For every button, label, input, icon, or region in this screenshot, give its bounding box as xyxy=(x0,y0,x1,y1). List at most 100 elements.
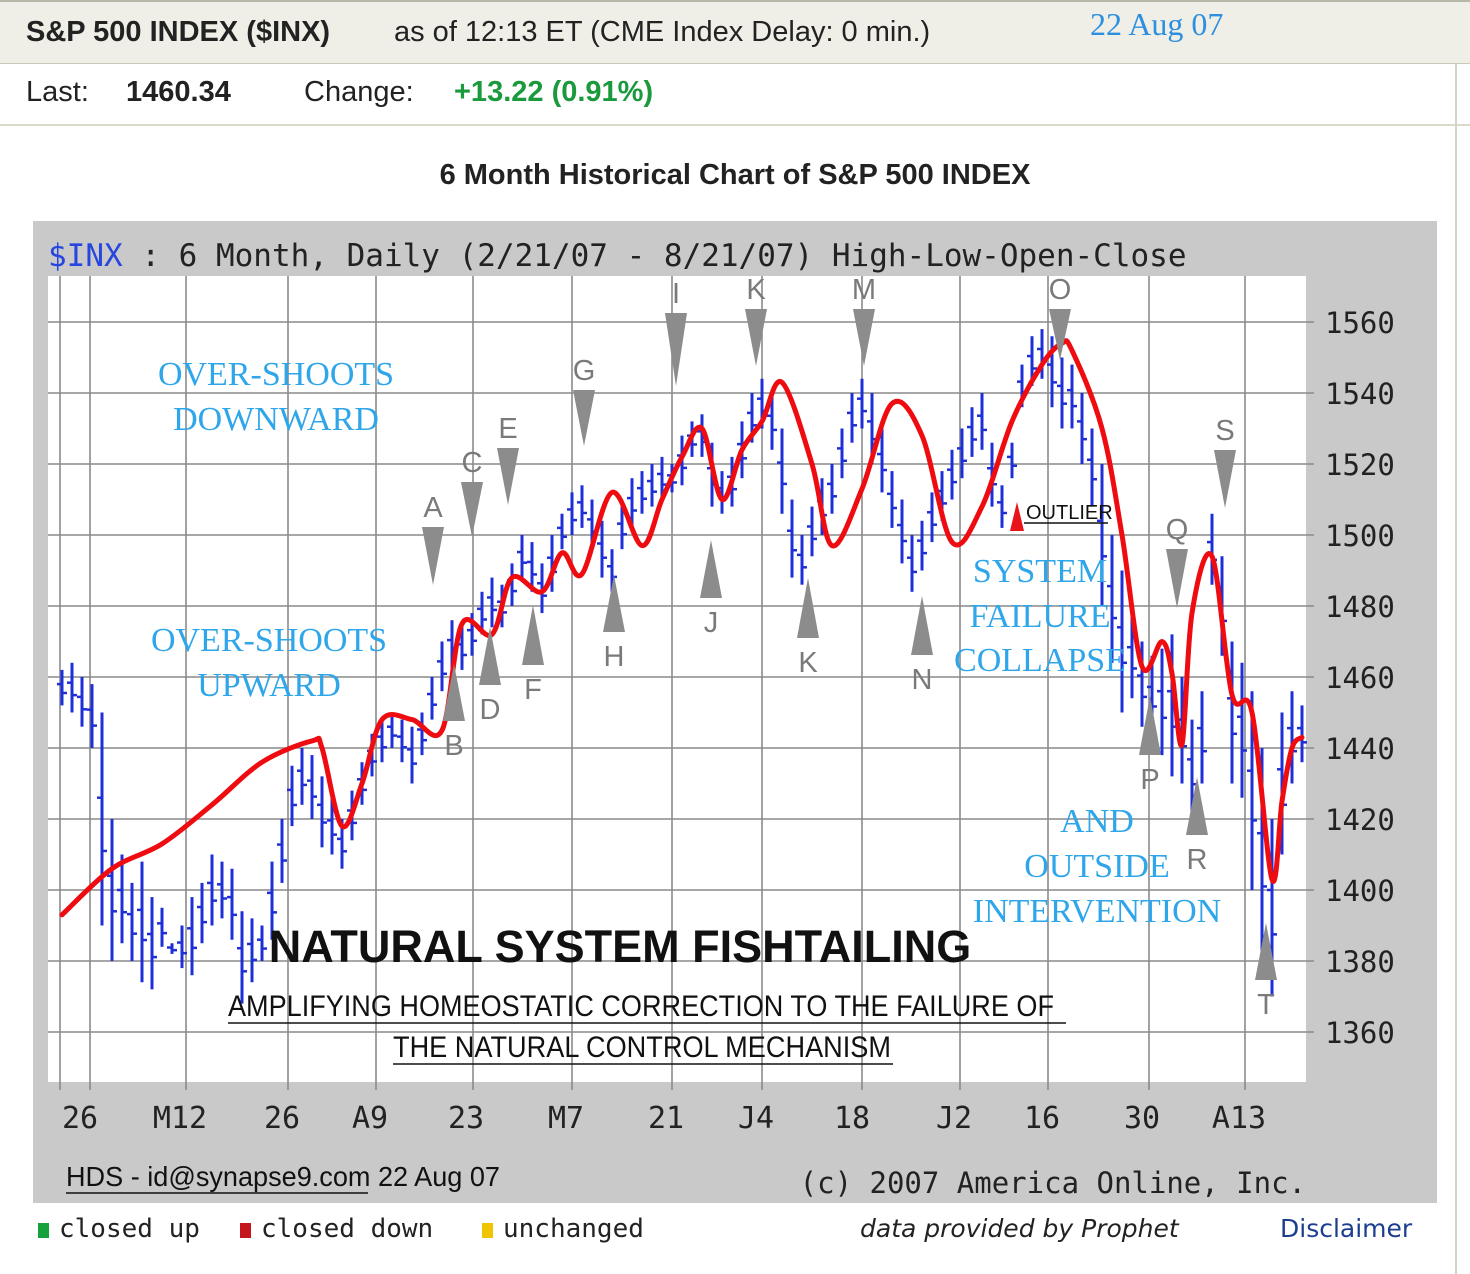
x-tick-label: 23 xyxy=(448,1101,484,1136)
y-tick-label: 1360 xyxy=(1325,1016,1395,1050)
y-tick-label: 1520 xyxy=(1325,448,1395,482)
x-tick-label: 26 xyxy=(264,1101,300,1136)
legend-closed-up-swatch xyxy=(38,1223,49,1238)
outlier-annotation: OUTLIER xyxy=(1010,502,1113,531)
marker-label: S xyxy=(1215,415,1234,447)
copyright: (c) 2007 America Online, Inc. xyxy=(800,1166,1306,1200)
data-provider: data provided by Prophet xyxy=(860,1214,1179,1243)
legend-closed-up-label: closed up xyxy=(59,1214,200,1244)
x-tick-labels: 26 M12 26 A9 23 M7 21 J4 18 J2 16 30 A13 xyxy=(62,1101,1266,1136)
headline: NATURAL SYSTEM FISHTAILING xyxy=(269,921,972,972)
change-value: +13.22 (0.91%) xyxy=(454,76,654,108)
marker-down-arrow xyxy=(853,309,875,366)
marker-up-arrow xyxy=(911,596,933,655)
collapse-line3: COLLAPSE xyxy=(954,642,1126,679)
subline-1: AMPLIFYING HOMEOSTATIC CORRECTION TO THE… xyxy=(228,990,1054,1023)
quote-bar: Last: 1460.34 Change: +13.22 (0.91%) xyxy=(0,64,1470,126)
outlier-marker xyxy=(1010,502,1024,531)
marker-up-arrow xyxy=(1255,923,1277,980)
price-chart: 6 Month Historical Chart of S&P 500 INDE… xyxy=(33,159,1437,1203)
overshoots-up-line2: UPWARD xyxy=(197,667,341,704)
last-label: Last: xyxy=(26,76,89,108)
marker-down-arrow xyxy=(573,390,595,446)
y-tick-label: 1480 xyxy=(1325,590,1395,624)
marker-down-arrow xyxy=(1049,309,1071,360)
chart-subtitle-desc: : 6 Month, Daily (2/21/07 - 8/21/07) Hig… xyxy=(123,238,1187,274)
chart-subtitle-ticker: $INX xyxy=(48,238,123,274)
marker-label: C xyxy=(462,447,483,479)
y-tick-label: 1440 xyxy=(1325,732,1395,766)
last-value: 1460.34 xyxy=(126,76,231,108)
overshoots-down-line2: DOWNWARD xyxy=(173,401,379,438)
collapse-line1: SYSTEM xyxy=(973,553,1107,590)
marker-label: Q xyxy=(1166,514,1189,546)
legend-unchanged-label: unchanged xyxy=(503,1214,644,1244)
right-divider xyxy=(1455,64,1457,1274)
chart-title: 6 Month Historical Chart of S&P 500 INDE… xyxy=(440,159,1032,191)
subline-2: THE NATURAL CONTROL MECHANISM xyxy=(393,1031,891,1064)
y-tick-label: 1380 xyxy=(1325,945,1395,979)
intervention-line2: OUTSIDE xyxy=(1024,848,1169,885)
marker-label: P xyxy=(1140,764,1159,796)
marker-up-arrow xyxy=(603,575,625,632)
disclaimer-link[interactable]: Disclaimer xyxy=(1280,1214,1413,1243)
y-tick-label: 1420 xyxy=(1325,803,1395,837)
legend-unchanged-swatch xyxy=(482,1223,493,1238)
annotation-texts: OVER-SHOOTS DOWNWARD OVER-SHOOTS UPWARD … xyxy=(151,356,1221,930)
marker-label: K xyxy=(798,647,818,679)
marker-label: O xyxy=(1049,274,1072,306)
x-tick-label: A13 xyxy=(1212,1101,1266,1136)
y-tick-label: 1460 xyxy=(1325,661,1395,695)
y-tick-labels: 1360 1380 1400 1420 1440 1460 1480 1500 1520 1540… xyxy=(1325,306,1395,1050)
chart-subtitle: $INX : 6 Month, Daily (2/21/07 - 8/21/07… xyxy=(48,238,1186,274)
y-tick-label: 1560 xyxy=(1325,306,1395,340)
marker-down-arrow xyxy=(422,527,444,585)
as-of-text: as of 12:13 ET (CME Index Delay: 0 min.) xyxy=(394,16,931,48)
marker-down-arrow xyxy=(665,313,687,386)
marker-label: D xyxy=(480,694,501,726)
legend-unchanged: unchanged xyxy=(482,1214,644,1244)
date-stamp: 22 Aug 07 xyxy=(1090,6,1224,42)
marker-label: N xyxy=(912,664,933,696)
marker-up-arrow xyxy=(522,605,544,665)
x-tick-label: M7 xyxy=(548,1101,584,1136)
marker-label: B xyxy=(444,730,463,762)
x-tick-label: A9 xyxy=(352,1101,388,1136)
marker-up-arrow xyxy=(700,540,722,598)
marker-label: H xyxy=(604,641,625,673)
marker-down-arrow xyxy=(1214,450,1236,508)
marker-label: E xyxy=(498,413,517,445)
marker-label: R xyxy=(1187,844,1208,876)
outlier-label: OUTLIER xyxy=(1026,502,1113,524)
y-tick-label: 1500 xyxy=(1325,519,1395,553)
marker-up-arrow xyxy=(479,627,501,685)
marker-label: M xyxy=(852,274,876,306)
x-tick-label: 26 xyxy=(62,1101,98,1136)
marker-down-arrow xyxy=(745,309,767,366)
trend-line xyxy=(59,338,1305,918)
x-tick-label: J4 xyxy=(738,1101,774,1136)
marker-label: K xyxy=(746,274,766,306)
marker-label: J xyxy=(704,607,719,639)
overshoots-down-line1: OVER-SHOOTS xyxy=(158,356,394,393)
marker-down-arrow xyxy=(461,482,483,537)
marker-label: I xyxy=(672,278,680,310)
marker-up-arrow xyxy=(1186,777,1208,835)
legend-closed-down: closed down xyxy=(240,1214,433,1244)
grid xyxy=(48,276,1314,1090)
intervention-line3: INTERVENTION xyxy=(973,893,1221,930)
index-symbol: S&P 500 INDEX ($INX) xyxy=(26,16,331,48)
annotation-markers: ACE G I K M O Q S BDF H J K N P R T xyxy=(422,274,1277,1021)
x-tick-label: 30 xyxy=(1124,1101,1160,1136)
legend-closed-down-label: closed down xyxy=(261,1214,434,1244)
marker-up-arrow xyxy=(443,664,465,721)
legend-closed-up: closed up xyxy=(38,1214,200,1244)
x-tick-label: 18 xyxy=(834,1101,870,1136)
x-tick-label: J2 xyxy=(936,1101,972,1136)
change-label: Change: xyxy=(304,76,414,108)
marker-label: G xyxy=(573,355,596,387)
marker-up-arrow xyxy=(797,578,819,638)
y-tick-label: 1400 xyxy=(1325,874,1395,908)
marker-up-arrow xyxy=(1139,696,1161,755)
marker-label: T xyxy=(1257,989,1275,1021)
